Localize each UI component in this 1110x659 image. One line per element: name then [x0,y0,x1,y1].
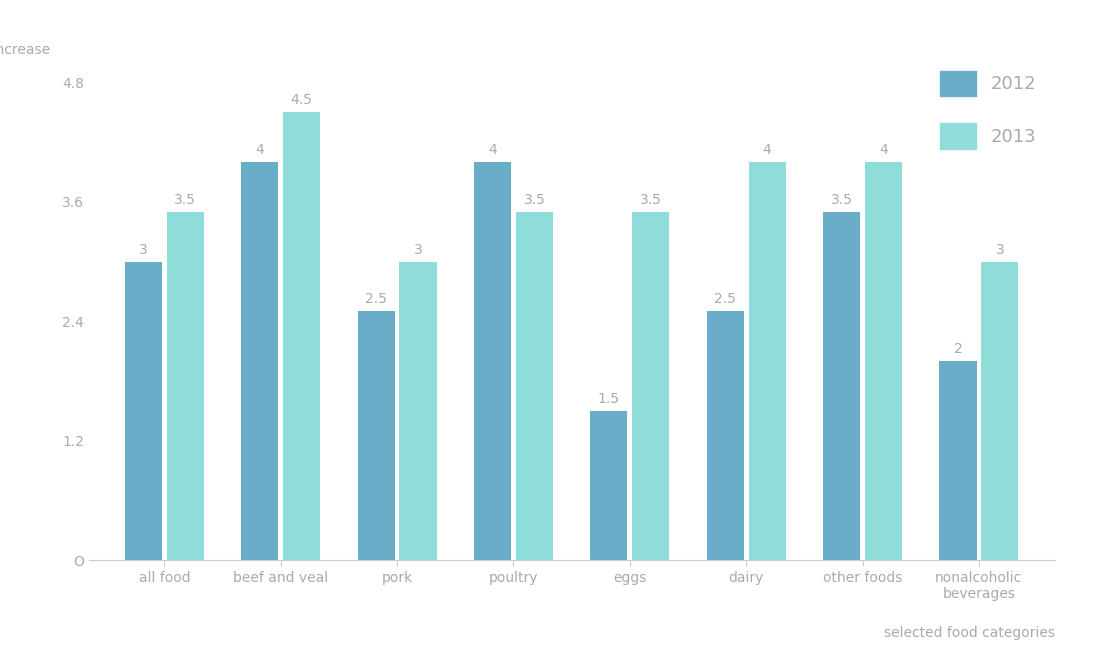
Bar [474,162,511,560]
Text: 4: 4 [879,143,888,158]
Text: selected food categories: selected food categories [884,626,1054,640]
Bar [981,262,1019,560]
Bar [400,262,436,560]
Text: 3: 3 [414,243,423,257]
Bar [124,262,162,560]
Text: 3.5: 3.5 [174,193,196,207]
Bar [516,212,553,560]
Bar [241,162,279,560]
Text: 3.5: 3.5 [830,193,852,207]
Text: 2.5: 2.5 [365,293,387,306]
Text: 3.5: 3.5 [639,193,662,207]
Bar [748,162,786,560]
Text: 3: 3 [996,243,1005,257]
Y-axis label: Percent increase: Percent increase [0,43,50,57]
Bar [865,162,902,560]
Bar [707,312,744,560]
Text: 4: 4 [763,143,771,158]
Bar [633,212,669,560]
Text: 2.5: 2.5 [715,293,736,306]
Bar [939,361,977,560]
Bar [591,411,627,560]
Bar [283,113,321,560]
Text: 2: 2 [953,342,962,356]
Legend: 2012, 2013: 2012, 2013 [931,62,1046,158]
Text: 3.5: 3.5 [524,193,545,207]
Text: 4.5: 4.5 [291,94,313,107]
Text: 3: 3 [139,243,148,257]
Bar [166,212,204,560]
Text: 1.5: 1.5 [598,392,619,406]
Bar [823,212,860,560]
Text: 4: 4 [488,143,497,158]
Bar [357,312,395,560]
Text: 4: 4 [255,143,264,158]
